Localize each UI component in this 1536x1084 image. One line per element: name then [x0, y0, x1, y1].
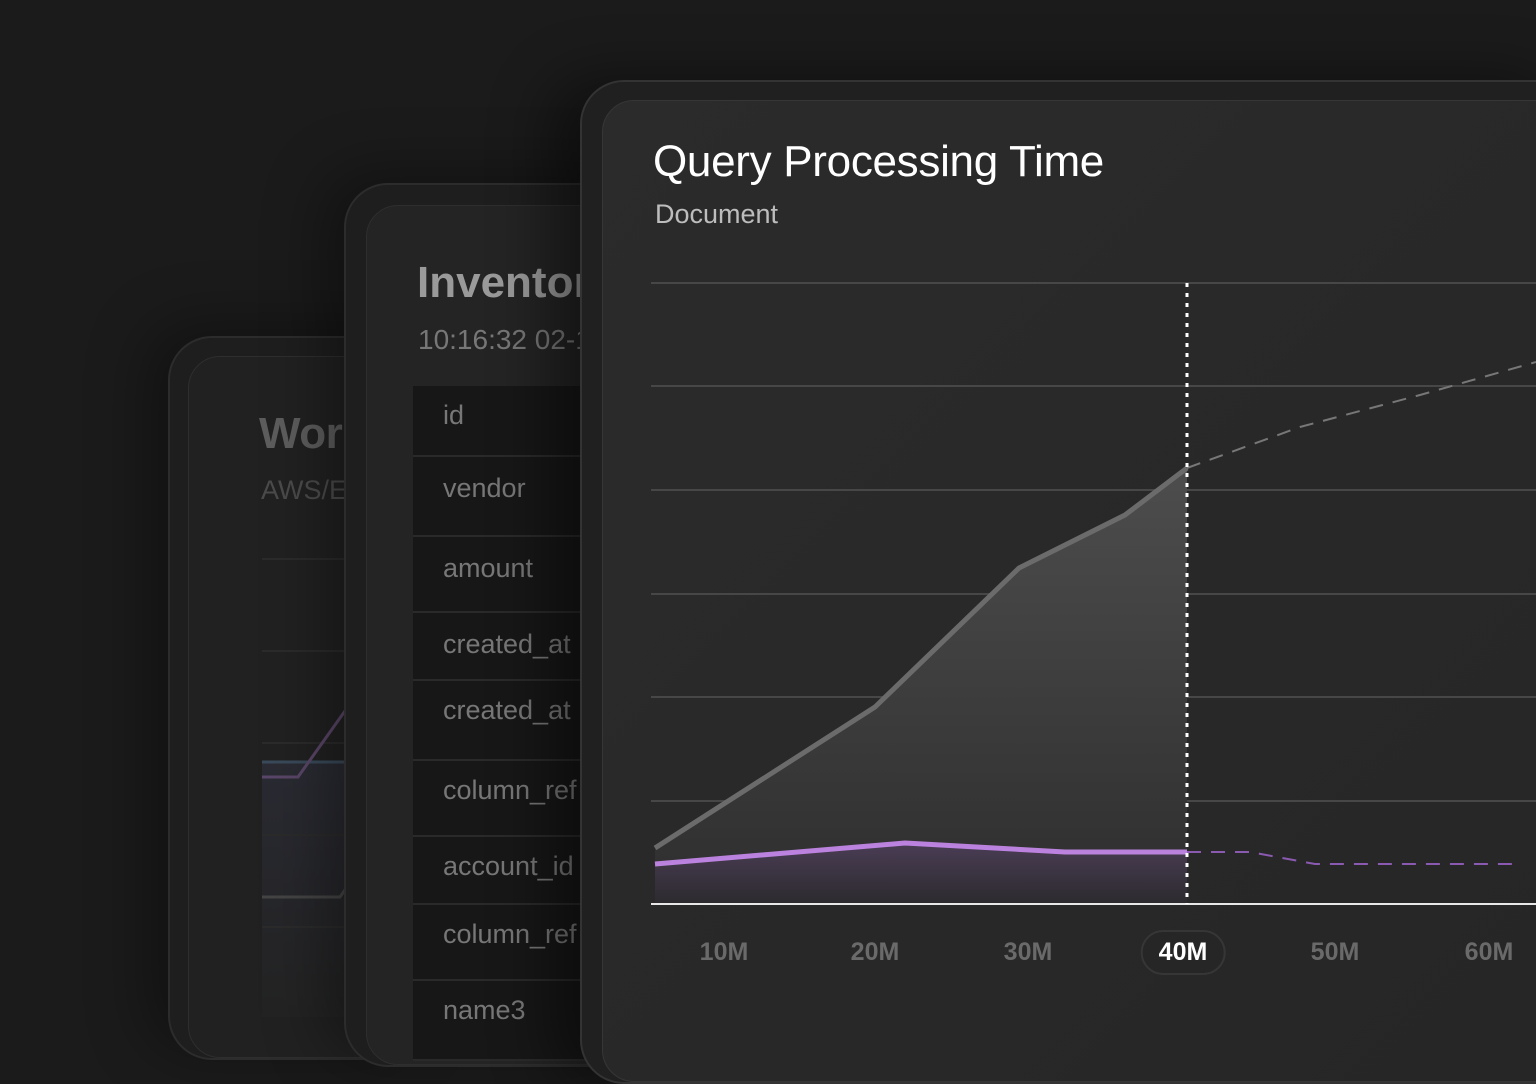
x-tick-20m[interactable]: 20M	[850, 938, 900, 966]
chart-subtitle: Document	[655, 199, 779, 229]
query-card-inner: Query Processing Time Document	[602, 100, 1536, 1082]
query-card[interactable]: Query Processing Time Document	[580, 80, 1536, 1084]
x-tick-50m[interactable]: 50M	[1310, 938, 1360, 966]
x-tick-40m-selected[interactable]: 40M	[1140, 930, 1226, 975]
inventory-timestamp: 10:16:32 02-1	[418, 324, 591, 355]
x-tick-60m[interactable]: 60M	[1464, 938, 1514, 966]
x-tick-30m[interactable]: 30M	[1003, 938, 1053, 966]
chart-title: Query Processing Time	[653, 137, 1104, 186]
x-tick-10m[interactable]: 10M	[699, 938, 749, 966]
inventory-title: Inventor	[417, 258, 591, 307]
